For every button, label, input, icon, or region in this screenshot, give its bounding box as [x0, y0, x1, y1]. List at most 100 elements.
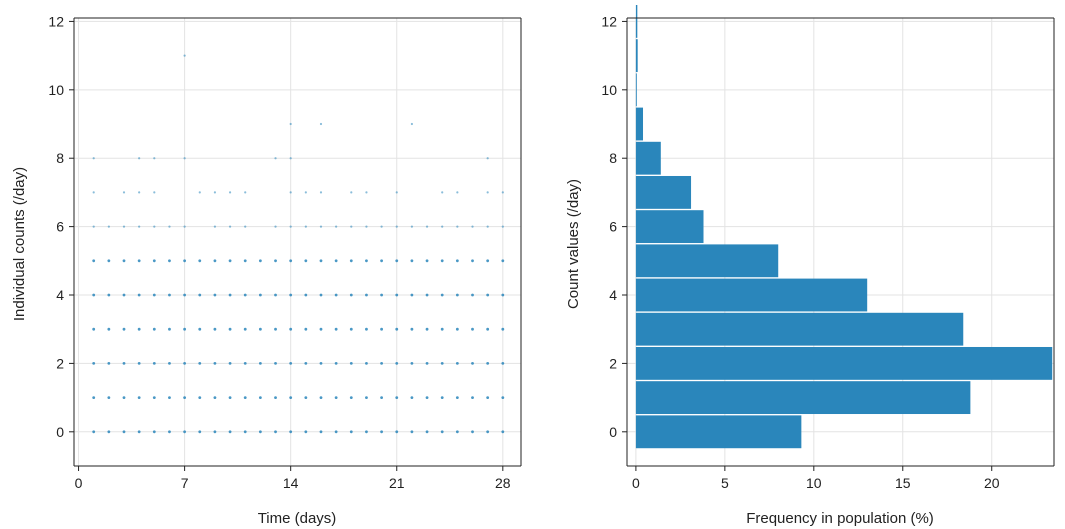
scatter-grid: [74, 18, 521, 466]
scatter-point-day-1-count-0: [92, 430, 96, 434]
scatter-point-day-21-count-5: [395, 259, 399, 263]
scatter-point-day-14-count-5: [289, 259, 293, 263]
scatter-point-day-20-count-4: [380, 293, 383, 297]
scatter-point-day-18-count-3: [349, 327, 353, 331]
scatter-y-tick-label-0: 0: [56, 424, 64, 440]
scatter-x-tick-label-21: 21: [389, 475, 405, 491]
scatter-point-day-25-count-2: [455, 362, 459, 365]
scatter-point-day-3-count-0: [122, 430, 126, 434]
histogram-x-tick-label-10: 10: [806, 475, 822, 491]
scatter-point-day-11-count-2: [243, 362, 247, 365]
scatter-point-day-12-count-4: [258, 293, 262, 297]
scatter-point-day-15-count-4: [304, 293, 308, 297]
scatter-point-day-8-count-1: [198, 396, 202, 400]
histogram-bar-1: [635, 381, 971, 415]
scatter-point-day-10-count-6: [228, 225, 232, 228]
scatter-point-day-19-count-2: [365, 362, 368, 365]
scatter-point-day-25-count-7: [456, 191, 459, 194]
scatter-point-day-9-count-0: [213, 430, 217, 434]
scatter-point-day-14-count-1: [289, 396, 293, 400]
scatter-point-day-7-count-3: [183, 327, 187, 331]
scatter-point-day-25-count-3: [455, 327, 459, 331]
scatter-point-day-24-count-7: [441, 191, 444, 194]
scatter-point-day-18-count-7: [350, 191, 353, 194]
scatter-point-day-19-count-4: [365, 293, 368, 297]
scatter-x-tick-label-7: 7: [181, 475, 189, 491]
scatter-point-day-17-count-1: [334, 396, 338, 400]
scatter-point-day-9-count-5: [213, 259, 217, 263]
scatter-point-day-3-count-5: [122, 259, 126, 263]
histogram-bar-6: [635, 210, 704, 244]
scatter-point-day-28-count-7: [501, 191, 504, 194]
scatter-y-tick-label-10: 10: [48, 82, 64, 98]
scatter-point-day-18-count-1: [349, 396, 353, 400]
scatter-point-day-27-count-1: [486, 396, 490, 400]
scatter-point-day-22-count-4: [410, 293, 414, 297]
scatter-point-day-14-count-0: [289, 430, 293, 434]
scatter-point-day-6-count-5: [168, 259, 171, 263]
scatter-y-tick-label-4: 4: [56, 287, 64, 303]
scatter-point-day-11-count-5: [243, 259, 247, 263]
scatter-point-day-10-count-4: [228, 293, 232, 297]
scatter-point-day-18-count-0: [349, 430, 353, 434]
scatter-point-day-13-count-3: [274, 327, 277, 331]
scatter-point-day-4-count-7: [138, 191, 141, 194]
scatter-point-day-12-count-2: [258, 362, 262, 365]
histogram-y-tick-label-8: 8: [609, 150, 617, 166]
scatter-point-day-9-count-6: [213, 225, 217, 228]
scatter-point-day-24-count-0: [440, 430, 444, 434]
scatter-point-day-21-count-6: [395, 225, 398, 228]
scatter-point-day-20-count-3: [380, 327, 383, 331]
scatter-point-day-7-count-11: [183, 54, 186, 57]
scatter-point-day-20-count-2: [380, 362, 383, 365]
scatter-point-day-5-count-4: [152, 293, 156, 297]
scatter-point-day-20-count-1: [380, 396, 383, 400]
scatter-point-day-7-count-1: [183, 396, 187, 400]
scatter-point-day-19-count-3: [365, 327, 368, 331]
scatter-point-day-13-count-4: [274, 293, 277, 297]
scatter-point-day-8-count-0: [198, 430, 202, 434]
scatter-point-day-22-count-3: [410, 327, 414, 331]
scatter-point-day-9-count-2: [213, 362, 217, 365]
scatter-point-day-10-count-7: [228, 191, 232, 194]
histogram-x-tick-label-5: 5: [721, 475, 729, 491]
scatter-point-day-9-count-1: [213, 396, 217, 400]
scatter-point-day-26-count-3: [471, 327, 474, 331]
scatter-point-day-4-count-0: [137, 430, 141, 434]
scatter-point-day-4-count-2: [137, 362, 141, 365]
scatter-point-day-25-count-1: [455, 396, 459, 400]
scatter-point-day-16-count-1: [319, 396, 323, 400]
scatter-point-day-6-count-1: [168, 396, 171, 400]
scatter-point-day-16-count-0: [319, 430, 323, 434]
scatter-point-day-23-count-3: [425, 327, 429, 331]
scatter-point-day-3-count-6: [122, 225, 126, 228]
scatter-point-day-3-count-2: [122, 362, 126, 365]
scatter-point-day-28-count-1: [501, 396, 505, 400]
scatter-point-day-18-count-5: [349, 259, 353, 263]
scatter-point-day-5-count-8: [153, 157, 156, 160]
histogram-bar-4: [635, 278, 868, 312]
scatter-point-day-3-count-3: [122, 327, 126, 331]
scatter-point-day-5-count-5: [152, 259, 156, 263]
histogram-y-tick-label-6: 6: [609, 219, 617, 235]
scatter-y-axis-label: Individual counts (/day): [11, 167, 28, 321]
scatter-x-axis-label: Time (days): [258, 510, 337, 527]
scatter-point-day-1-count-2: [92, 362, 96, 365]
scatter-point-day-5-count-2: [152, 362, 156, 365]
histogram-axes: 0 5 10 15 20 0 2 4 6 8 10 12: [601, 13, 1055, 491]
scatter-point-day-15-count-0: [304, 430, 308, 434]
scatter-point-day-17-count-5: [334, 259, 338, 263]
scatter-point-day-13-count-5: [274, 259, 277, 263]
scatter-point-day-21-count-0: [395, 430, 399, 434]
scatter-point-day-13-count-6: [274, 225, 277, 228]
scatter-point-day-11-count-7: [244, 191, 247, 194]
scatter-point-day-13-count-1: [274, 396, 277, 400]
scatter-point-day-2-count-0: [107, 430, 111, 434]
scatter-point-day-17-count-0: [334, 430, 338, 434]
histogram-y-tick-label-10: 10: [601, 82, 617, 98]
scatter-point-day-2-count-3: [107, 327, 111, 331]
scatter-point-day-9-count-7: [213, 191, 217, 194]
scatter-point-day-22-count-1: [410, 396, 414, 400]
scatter-point-day-27-count-7: [486, 191, 489, 194]
scatter-point-day-4-count-5: [137, 259, 141, 263]
